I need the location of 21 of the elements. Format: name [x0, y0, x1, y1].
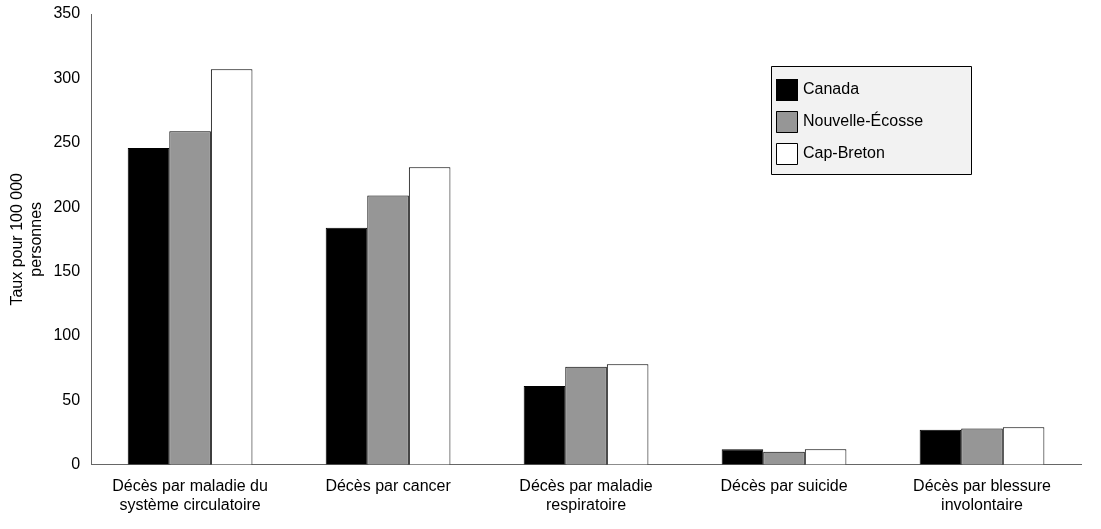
x-tick-label: Décès par cancer — [325, 476, 452, 494]
x-tick-label: Décès par maladie respiratoire — [519, 476, 653, 513]
bar — [325, 227, 368, 465]
bar — [523, 386, 566, 465]
y-tick-label: 350 — [53, 4, 81, 22]
bar — [127, 147, 170, 465]
x-tick-label: Décès par blessure involontaire — [913, 476, 1052, 513]
y-tick-label: 50 — [62, 390, 81, 408]
legend-label: Nouvelle-Écosse — [803, 111, 924, 130]
y-tick-label: 300 — [53, 68, 81, 86]
y-tick-label: 0 — [71, 455, 81, 473]
x-tick-label: Décès par maladie du système circulatoire — [112, 476, 268, 513]
y-tick-label: 100 — [53, 326, 81, 344]
legend-label: Cap-Breton — [803, 144, 885, 162]
legend-label: Canada — [803, 80, 860, 98]
y-tick-label: 150 — [53, 261, 81, 279]
bar — [919, 429, 962, 465]
y-tick-label: 250 — [53, 133, 81, 151]
y-axis-title: Taux pour 100 000 personnes — [8, 172, 45, 306]
x-tick-label: Décès par suicide — [720, 476, 848, 494]
y-tick-label: 200 — [53, 197, 81, 215]
